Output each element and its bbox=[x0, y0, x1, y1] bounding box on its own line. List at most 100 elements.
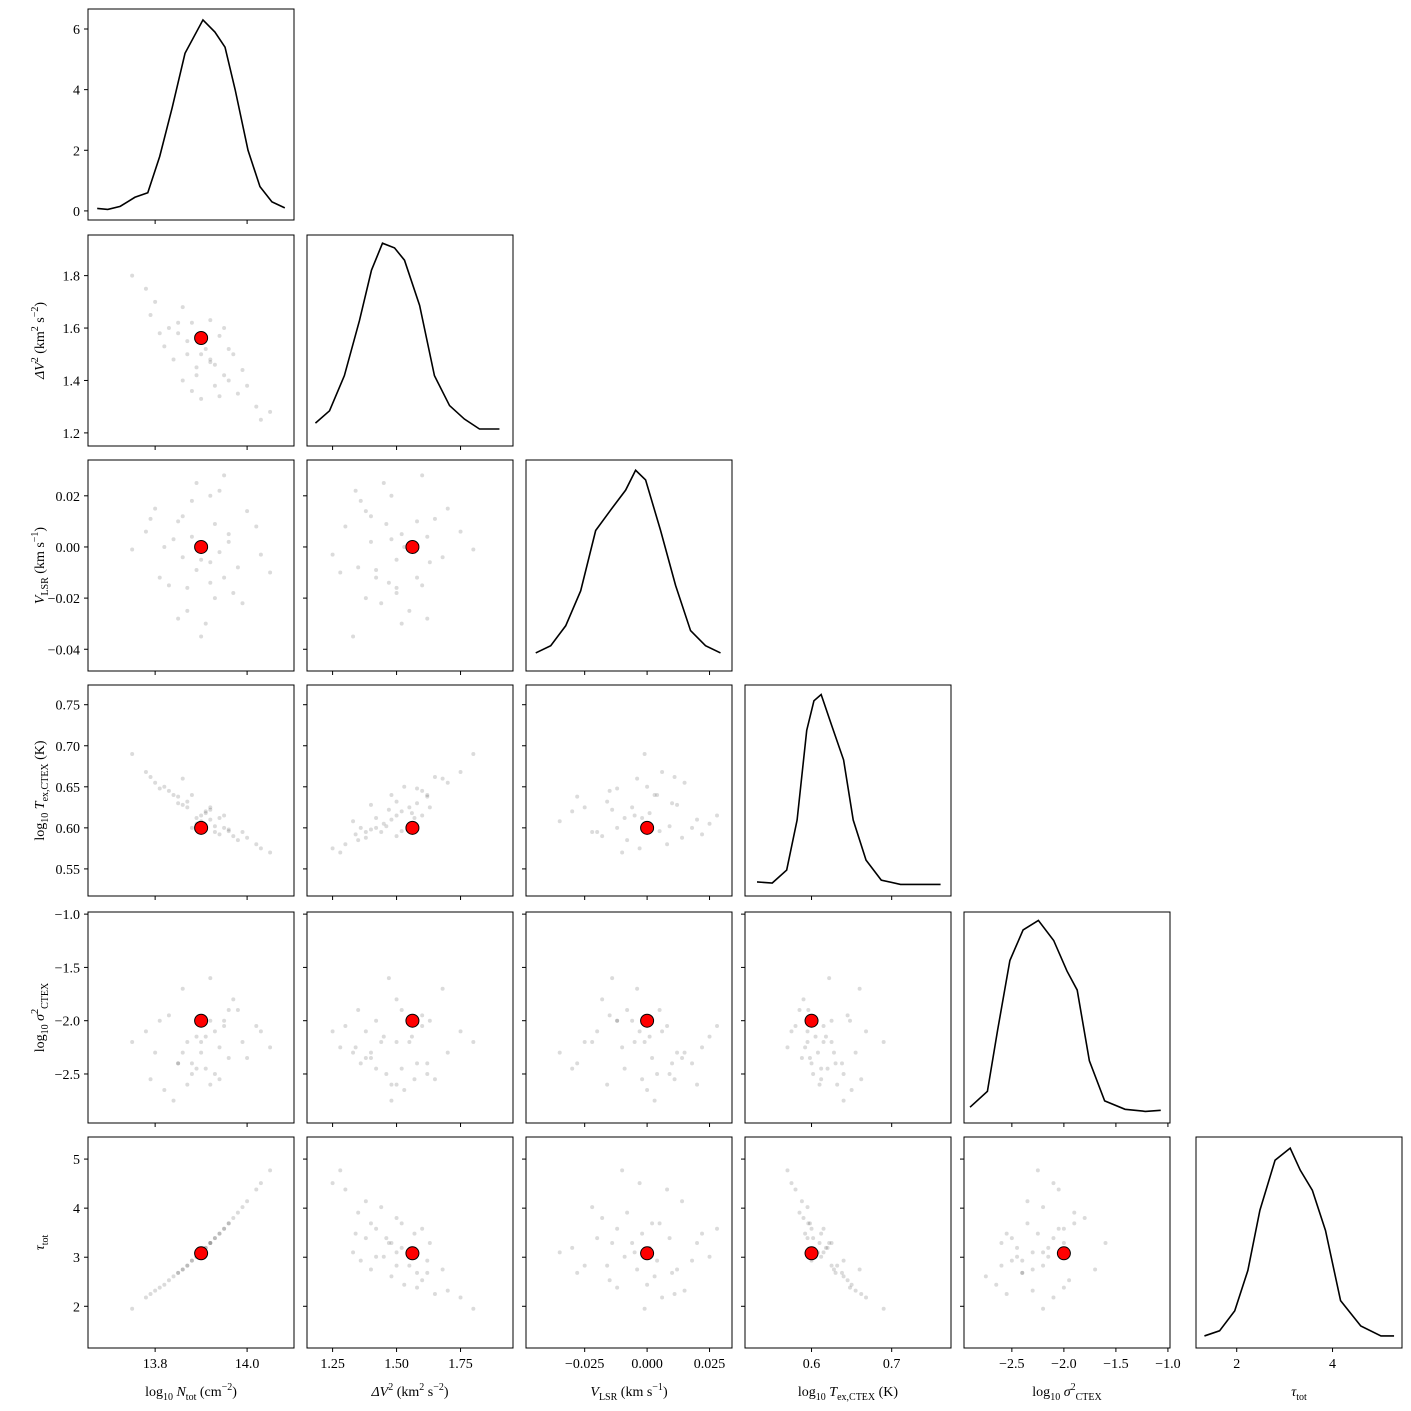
axis-label-part: ex,CTEX bbox=[837, 1392, 876, 1403]
sample-point bbox=[203, 1066, 208, 1071]
sample-point bbox=[680, 835, 685, 840]
truth-marker bbox=[194, 539, 209, 554]
y-tick-label: 3 bbox=[73, 1251, 80, 1266]
sample-point bbox=[445, 1050, 450, 1055]
sample-point bbox=[363, 1055, 368, 1060]
axis-label-part: N bbox=[173, 1385, 187, 1400]
sample-point bbox=[217, 832, 222, 837]
sample-point bbox=[189, 1071, 194, 1076]
sample-point bbox=[642, 751, 647, 756]
sample-point bbox=[353, 832, 358, 837]
sample-point bbox=[650, 1055, 655, 1060]
sample-point bbox=[235, 1008, 240, 1013]
panel-frame bbox=[306, 911, 514, 1124]
sample-point bbox=[605, 1263, 610, 1268]
x-tick-label: 0.6 bbox=[803, 1357, 821, 1372]
x-tick-label: 1.50 bbox=[384, 1357, 409, 1372]
sample-point bbox=[330, 846, 335, 851]
sample-point bbox=[445, 780, 450, 785]
sample-point bbox=[829, 1018, 834, 1023]
sample-point bbox=[660, 1029, 665, 1034]
axis-label-part: s bbox=[33, 317, 48, 326]
axis-label-part: 10 bbox=[1050, 1392, 1060, 1403]
sample-point bbox=[471, 1306, 476, 1311]
sample-point bbox=[185, 608, 190, 613]
sample-point bbox=[655, 1258, 660, 1263]
axis-label: τtot bbox=[33, 1234, 51, 1250]
truth-marker bbox=[1056, 1246, 1071, 1261]
sample-point bbox=[402, 544, 407, 549]
sample-point bbox=[226, 378, 231, 383]
sample-point bbox=[212, 1236, 217, 1241]
sample-point bbox=[394, 997, 399, 1002]
x-tick-label: 0.000 bbox=[631, 1357, 663, 1372]
axis-label-part: log bbox=[1032, 1385, 1050, 1400]
sample-point bbox=[226, 1221, 231, 1226]
axis-label-part: σ bbox=[1060, 1385, 1072, 1400]
panel bbox=[756, 693, 941, 886]
sample-point bbox=[849, 1087, 854, 1092]
sample-point bbox=[835, 1263, 840, 1268]
sample-point bbox=[394, 834, 399, 839]
sample-point bbox=[389, 793, 394, 798]
sample-point bbox=[153, 1050, 158, 1055]
sample-point bbox=[166, 326, 171, 331]
sample-point bbox=[853, 1288, 858, 1293]
sample-point bbox=[831, 1267, 836, 1272]
sample-point bbox=[829, 1240, 834, 1245]
sample-point bbox=[1041, 1205, 1046, 1210]
sample-point bbox=[157, 1018, 162, 1023]
sample-point bbox=[615, 1285, 620, 1290]
sample-point bbox=[805, 1029, 810, 1034]
sample-point bbox=[635, 986, 640, 991]
sample-point bbox=[254, 842, 259, 847]
sample-point bbox=[368, 1055, 373, 1060]
sample-point bbox=[695, 1082, 700, 1087]
sample-point bbox=[208, 1240, 213, 1245]
axis-label-part: −2 bbox=[433, 1382, 444, 1393]
axis-label-part: tot bbox=[40, 1234, 51, 1245]
sample-point bbox=[632, 1250, 637, 1255]
sample-point bbox=[180, 305, 185, 310]
sample-point bbox=[440, 986, 445, 991]
sample-point bbox=[368, 1221, 373, 1226]
sample-point bbox=[254, 524, 259, 529]
sample-point bbox=[827, 1240, 832, 1245]
sample-point bbox=[208, 1082, 213, 1087]
panel bbox=[1204, 1146, 1395, 1337]
sample-point bbox=[386, 580, 391, 585]
sample-point bbox=[458, 1029, 463, 1034]
sample-point bbox=[665, 842, 670, 847]
sample-point bbox=[707, 1034, 712, 1039]
sample-point bbox=[660, 770, 665, 775]
density-line bbox=[97, 18, 286, 211]
sample-point bbox=[356, 565, 361, 570]
sample-point bbox=[557, 1250, 562, 1255]
sample-point bbox=[999, 1263, 1004, 1268]
sample-point bbox=[217, 394, 222, 399]
y-tick-label: 6 bbox=[73, 23, 80, 38]
axis-label-part: (km bbox=[33, 331, 48, 357]
sample-point bbox=[185, 805, 190, 810]
y-tick-label: 4 bbox=[73, 84, 80, 99]
sample-point bbox=[415, 1285, 420, 1290]
sample-point bbox=[797, 1210, 802, 1215]
sample-point bbox=[143, 770, 148, 775]
sample-point bbox=[864, 1029, 869, 1034]
truth-marker bbox=[194, 1013, 209, 1028]
axis-label: log10 Tex,CTEX (K) bbox=[33, 740, 51, 841]
axis-label-part: CTEX bbox=[1076, 1392, 1103, 1403]
x-tick-label: −2.0 bbox=[1051, 1357, 1076, 1372]
sample-point bbox=[1041, 1250, 1046, 1255]
axis-label-part: 10 bbox=[40, 813, 51, 823]
sample-point bbox=[389, 493, 394, 498]
sample-point bbox=[625, 1210, 630, 1215]
sample-point bbox=[189, 320, 194, 325]
panel bbox=[785, 976, 886, 1103]
sample-point bbox=[420, 1013, 425, 1018]
sample-point bbox=[363, 829, 368, 834]
sample-point bbox=[797, 1008, 802, 1013]
axis-label: ΔV2 (km2 s−2) bbox=[30, 302, 48, 380]
sample-point bbox=[368, 802, 373, 807]
axis-label: log10 σ2CTEX bbox=[30, 982, 51, 1052]
